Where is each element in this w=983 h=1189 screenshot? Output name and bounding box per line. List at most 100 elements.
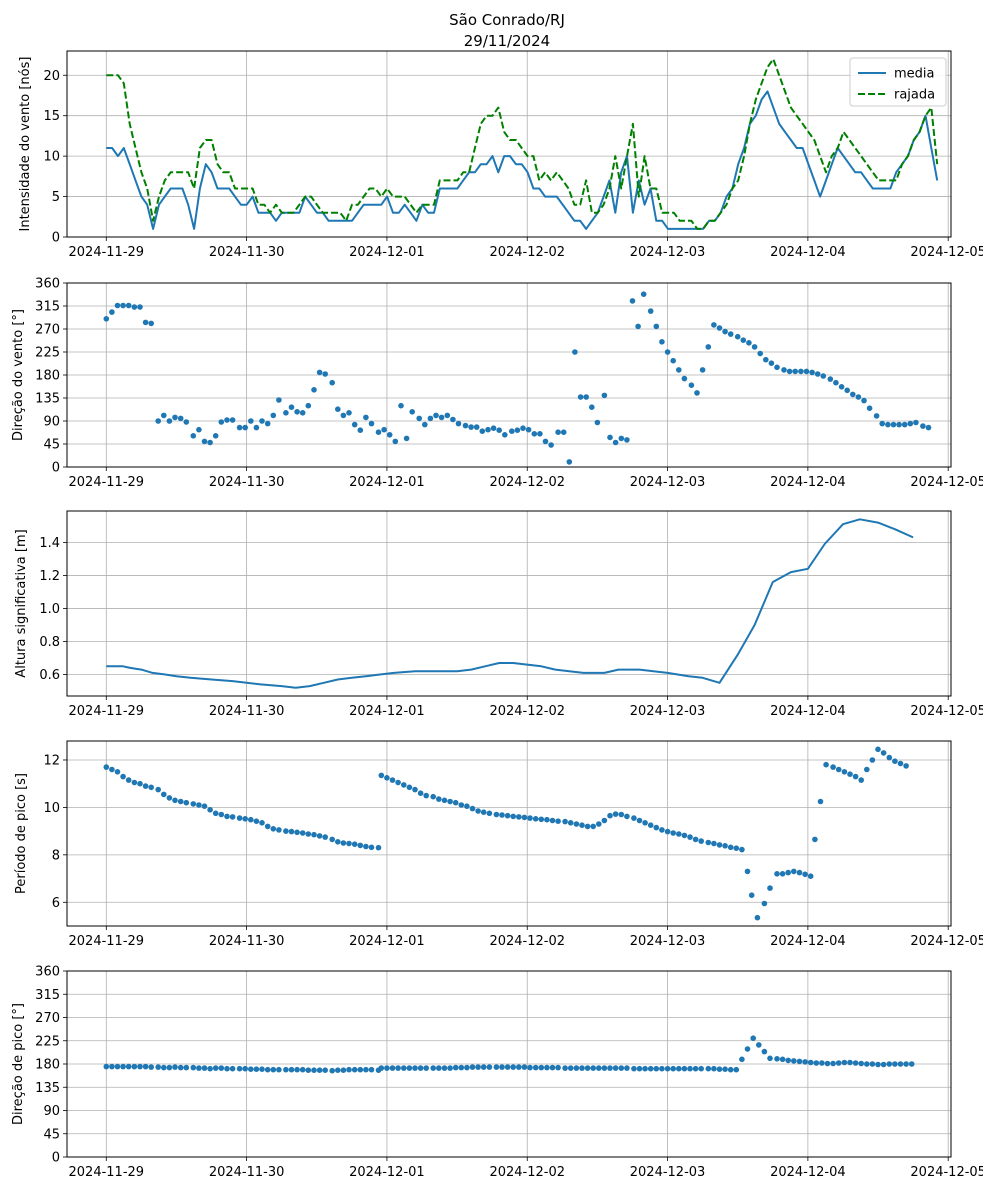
data-point: [520, 425, 526, 432]
x-tick-label: 2024-11-30: [209, 934, 285, 949]
y-tick-label: 45: [43, 438, 60, 453]
data-point: [812, 836, 818, 843]
data-point: [103, 764, 110, 770]
data-point: [566, 459, 573, 465]
data-point: [659, 827, 665, 833]
data-point: [389, 777, 396, 783]
data-point: [441, 1065, 448, 1071]
data-point: [493, 811, 500, 818]
y-tick-label: 90: [43, 415, 60, 430]
data-point: [469, 1064, 476, 1070]
data-point: [166, 418, 173, 424]
x-tick-label: 2024-12-02: [489, 475, 565, 490]
data-point: [698, 838, 704, 844]
data-point: [329, 1067, 336, 1074]
data-point: [401, 1065, 407, 1071]
data-point: [480, 1064, 487, 1070]
data-point: [229, 814, 236, 820]
data-point: [120, 1063, 126, 1070]
y-tick-label: 360: [35, 277, 60, 292]
data-point: [705, 344, 712, 350]
y-tick-label: 10: [43, 801, 60, 816]
data-point: [201, 803, 208, 809]
data-point: [120, 773, 126, 780]
data-point: [920, 423, 926, 429]
data-point: [850, 391, 856, 398]
data-point: [601, 817, 608, 824]
data-point: [183, 419, 190, 425]
data-point: [155, 418, 161, 424]
y-tick-label: 1.0: [39, 602, 60, 617]
data-point: [423, 1065, 430, 1071]
data-point: [562, 1065, 568, 1071]
x-tick-label: 2024-12-01: [349, 934, 425, 949]
data-point: [403, 435, 410, 442]
data-point: [270, 1066, 277, 1073]
data-point: [774, 871, 780, 877]
data-point: [670, 357, 676, 364]
data-point: [276, 1066, 282, 1073]
x-tick-label: 2024-12-02: [489, 1165, 565, 1180]
data-point: [299, 1066, 306, 1073]
data-point: [692, 1065, 699, 1072]
x-tick-label: 2024-12-04: [770, 475, 846, 490]
legend: media rajada: [849, 57, 947, 107]
data-point: [288, 404, 295, 411]
data-point: [858, 1060, 864, 1067]
data-point: [607, 1065, 613, 1071]
data-point: [555, 429, 561, 436]
data-point: [166, 1064, 173, 1071]
data-point: [475, 808, 481, 814]
data-point: [504, 812, 511, 819]
data-point: [705, 839, 712, 846]
data-point: [469, 805, 476, 812]
data-point: [283, 410, 289, 416]
data-point: [386, 432, 393, 438]
data-point: [504, 1064, 511, 1070]
data-point: [270, 826, 277, 832]
axes-frame: [66, 510, 952, 697]
data-point: [813, 1060, 820, 1066]
data-point: [659, 1065, 665, 1072]
data-point: [392, 438, 399, 445]
data-point: [733, 1066, 740, 1073]
y-tick-label: 1.4: [39, 536, 60, 551]
data-point: [562, 818, 568, 825]
y-tick-label: 0: [52, 1151, 60, 1166]
y-tick-label: 315: [35, 988, 60, 1003]
data-point: [368, 1066, 375, 1073]
x-tick-label: 2024-11-29: [69, 934, 145, 949]
data-point: [537, 431, 543, 437]
data-point: [768, 360, 775, 367]
plot-area: [103, 291, 932, 465]
data-point: [607, 812, 613, 819]
data-point: [172, 1064, 178, 1070]
data-point: [375, 429, 382, 436]
data-point: [276, 827, 282, 833]
y-tick-label: 10: [43, 150, 60, 165]
data-point: [802, 871, 808, 878]
y-tick-label: 180: [35, 1058, 60, 1073]
data-point: [544, 816, 550, 823]
data-point: [761, 900, 768, 907]
data-point: [885, 421, 891, 428]
data-point: [485, 426, 491, 433]
data-point: [389, 1065, 396, 1071]
data-point: [447, 1065, 453, 1071]
data-point: [357, 1066, 364, 1073]
data-point: [692, 836, 699, 843]
data-point: [635, 323, 641, 330]
data-point: [681, 375, 688, 382]
data-point: [236, 424, 243, 431]
plot-area: [103, 746, 909, 921]
data-point: [236, 1065, 243, 1072]
data-point: [148, 320, 154, 327]
data-point: [103, 316, 110, 322]
data-point: [636, 1065, 643, 1072]
x-tick-label: 2024-11-29: [69, 704, 145, 719]
data-point: [183, 1064, 190, 1071]
x-tick-label: 2024-12-03: [630, 704, 706, 719]
y-tick-label: 0: [52, 231, 60, 246]
data-point: [647, 308, 654, 314]
data-point: [642, 820, 648, 826]
